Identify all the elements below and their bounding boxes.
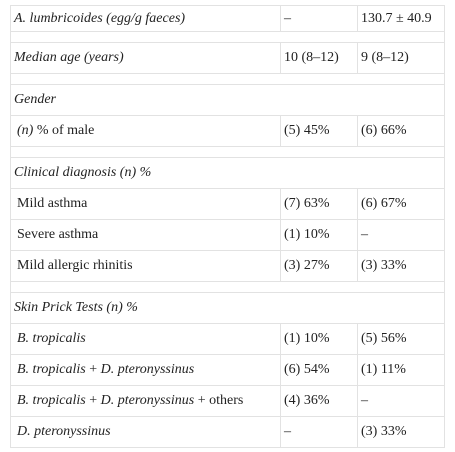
label-text: B. tropicalis bbox=[17, 362, 86, 377]
label-text: Mild asthma bbox=[17, 196, 88, 211]
label-text: B. tropicalis bbox=[17, 331, 86, 346]
section-heading-row: Gender bbox=[10, 84, 445, 116]
label-text: % of male bbox=[33, 123, 95, 138]
spacer-cell bbox=[10, 281, 445, 293]
value-cell: 9 (8–12) bbox=[357, 42, 445, 74]
spacer-row bbox=[10, 281, 445, 293]
label-text: A. lumbricoides (egg/g faeces) bbox=[14, 10, 186, 26]
table-row: Severe asthma (1) 10% – bbox=[10, 219, 445, 251]
label-text: Median age (years) bbox=[14, 50, 124, 65]
value-cell: 10 (8–12) bbox=[280, 42, 358, 74]
value-cell: (4) 36% bbox=[280, 385, 358, 417]
value-cell: – bbox=[357, 385, 445, 417]
value-cell: (1) 11% bbox=[357, 354, 445, 386]
row-label: A. lumbricoides (egg/g faeces) bbox=[10, 5, 281, 32]
label-text: (n) bbox=[17, 123, 34, 138]
table-row: Median age (years) 10 (8–12) 9 (8–12) bbox=[10, 42, 445, 74]
row-label: D. pteronyssinus bbox=[10, 416, 281, 448]
value-cell: (5) 45% bbox=[280, 115, 358, 147]
value-cell: (6) 66% bbox=[357, 115, 445, 147]
spacer-row bbox=[10, 31, 445, 43]
row-label: Mild allergic rhinitis bbox=[10, 250, 281, 282]
label-text: + others bbox=[194, 393, 244, 408]
label-text: Mild allergic rhinitis bbox=[17, 258, 133, 273]
value-cell: – bbox=[280, 5, 358, 32]
label-text: D. pteronyssinus bbox=[17, 424, 111, 439]
table-row: Mild asthma (7) 63% (6) 67% bbox=[10, 188, 445, 220]
row-label: (n) % of male bbox=[10, 115, 281, 147]
row-label: Mild asthma bbox=[10, 188, 281, 220]
row-label: B. tropicalis bbox=[10, 323, 281, 355]
section-heading: Clinical diagnosis (n) % bbox=[10, 157, 445, 189]
table-row: B. tropicalis + D. pteronyssinus (6) 54%(… bbox=[10, 354, 445, 386]
value-cell: (7) 63% bbox=[280, 188, 358, 220]
value-cell: – bbox=[280, 416, 358, 448]
data-table: A. lumbricoides (egg/g faeces) –130.7 ± 4… bbox=[10, 5, 445, 448]
value-cell: (3) 33% bbox=[357, 416, 445, 448]
value-cell: (3) 27% bbox=[280, 250, 358, 282]
table-row: B. tropicalis (1) 10% (5) 56% bbox=[10, 323, 445, 355]
row-label: B. tropicalis + D. pteronyssinus bbox=[10, 354, 281, 386]
value-cell: 130.7 ± 40.9 bbox=[357, 5, 445, 32]
value-cell: (6) 54% bbox=[280, 354, 358, 386]
label-text: + bbox=[85, 393, 101, 408]
section-heading: Skin Prick Tests (n) % bbox=[10, 292, 445, 324]
table-row: D. pteronyssinus – (3) 33% bbox=[10, 416, 445, 448]
value-cell: (1) 10% bbox=[280, 219, 358, 251]
spacer-cell bbox=[10, 31, 445, 43]
value-cell: (5) 56% bbox=[357, 323, 445, 355]
value-cell: (6) 67% bbox=[357, 188, 445, 220]
section-heading-row: Skin Prick Tests (n) % bbox=[10, 292, 445, 324]
label-text: + bbox=[85, 362, 101, 377]
table-row: B. tropicalis + D. pteronyssinus + other… bbox=[10, 385, 445, 417]
row-label: B. tropicalis + D. pteronyssinus + other… bbox=[10, 385, 281, 417]
value-cell: (3) 33% bbox=[357, 250, 445, 282]
label-text: D. pteronyssinus bbox=[100, 362, 195, 377]
value-cell: – bbox=[357, 219, 445, 251]
row-label: Median age (years) bbox=[10, 42, 281, 74]
spacer-row bbox=[10, 73, 445, 85]
table-row: A. lumbricoides (egg/g faeces) –130.7 ± 4… bbox=[10, 5, 445, 32]
section-heading-row: Clinical diagnosis (n) % bbox=[10, 157, 445, 189]
label-text: D. pteronyssinus bbox=[100, 393, 195, 408]
table-row: Mild allergic rhinitis (3) 27% (3) 33% bbox=[10, 250, 445, 282]
spacer-cell bbox=[10, 146, 445, 158]
value-cell: (1) 10% bbox=[280, 323, 358, 355]
table-row: (n) % of male (5) 45% (6) 66% bbox=[10, 115, 445, 147]
spacer-row bbox=[10, 146, 445, 158]
table-body: A. lumbricoides (egg/g faeces) –130.7 ± 4… bbox=[10, 5, 445, 448]
label-text: Severe asthma bbox=[17, 227, 99, 242]
spacer-cell bbox=[10, 73, 445, 85]
label-text: B. tropicalis bbox=[17, 393, 86, 408]
section-heading: Gender bbox=[10, 84, 445, 116]
row-label: Severe asthma bbox=[10, 219, 281, 251]
